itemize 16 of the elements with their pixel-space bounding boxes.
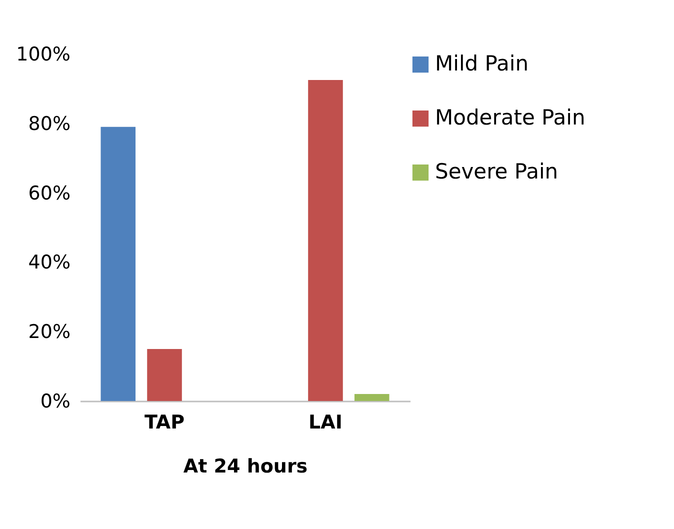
- y-tick-label: 80%: [28, 112, 70, 135]
- y-tick-label: 100%: [16, 44, 70, 66]
- legend-label: Severe Pain: [435, 160, 558, 184]
- legend-label: Mild Pain: [435, 52, 529, 76]
- y-tick-label: 20%: [28, 321, 70, 344]
- x-tick-label: TAP: [144, 412, 185, 434]
- bar: [308, 80, 343, 401]
- y-tick-label: 0%: [40, 390, 70, 412]
- x-tick-label: LAI: [308, 412, 342, 434]
- bar: [100, 126, 136, 401]
- bar: [354, 394, 390, 401]
- x-axis-title: At 24 hours: [183, 456, 308, 478]
- y-tick-label: 60%: [28, 182, 70, 204]
- y-tick-label: 40%: [28, 252, 70, 274]
- legend-label: Moderate Pain: [435, 106, 586, 130]
- bar: [147, 348, 182, 401]
